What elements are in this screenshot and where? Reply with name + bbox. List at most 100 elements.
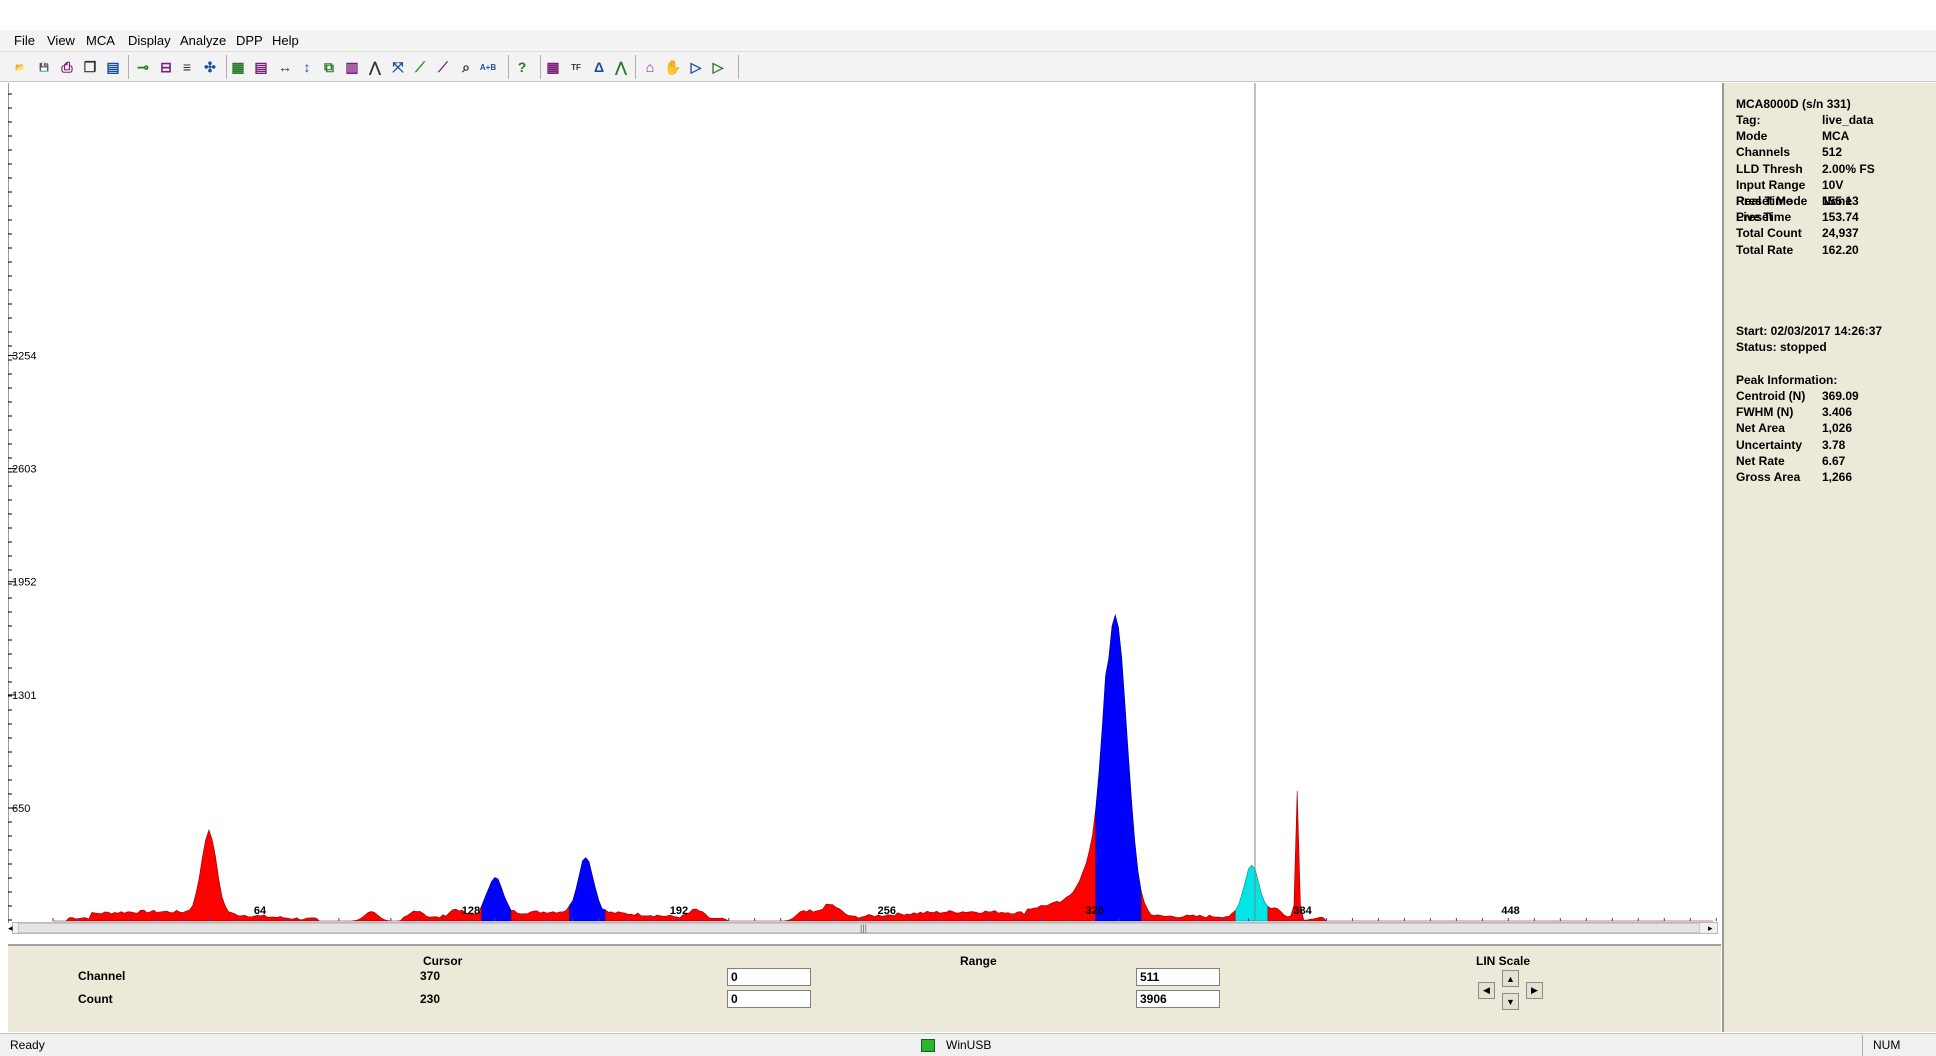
scroll-left-arrow-icon[interactable]: ◂ <box>8 923 13 933</box>
peak-row: Centroid (N) 369.09 <box>1736 389 1859 403</box>
scroll-right-arrow-icon[interactable]: ▸ <box>1708 923 1713 933</box>
delta-icon: Δ <box>593 59 605 75</box>
play-plus-icon: ▷ <box>712 58 724 75</box>
a-plus-b-button[interactable]: A+B <box>477 56 499 78</box>
settings-row: Input Range 10V <box>1736 178 1843 192</box>
spectrum-plot-area[interactable] <box>8 83 1721 923</box>
connect-button[interactable]: ⊸ <box>132 56 154 78</box>
timing-value: 153.74 <box>1822 210 1859 225</box>
scale-left-button[interactable]: ◀ <box>1478 982 1495 999</box>
notes-button[interactable]: ▤ <box>250 56 272 78</box>
spectrum-segment-red <box>1140 891 1236 922</box>
status-button[interactable]: ≡ <box>176 56 198 78</box>
menu-help[interactable]: Help <box>272 33 299 48</box>
settings-key: Input Range <box>1736 177 1806 192</box>
settings-value: 512 <box>1822 145 1843 160</box>
menu-dpp[interactable]: DPP <box>236 33 263 48</box>
x-tick-label: 384 <box>1293 905 1312 917</box>
scale-header: LIN Scale <box>1476 954 1531 968</box>
count-label: Count <box>78 992 113 1006</box>
timing-row: Total Rate 162.20 <box>1736 243 1859 257</box>
home-button[interactable]: ⌂ <box>639 56 661 78</box>
menu-view[interactable]: View <box>47 33 75 48</box>
scrollbar-thumb[interactable] <box>18 923 1700 933</box>
settings-value: live_data <box>1822 113 1874 127</box>
open-button[interactable]: 📂 <box>9 56 31 78</box>
range-channel-low-field[interactable]: 0 <box>727 968 811 986</box>
spectrum-segment-red <box>510 904 570 922</box>
log-plot-icon: ⟋ <box>438 58 448 75</box>
scale-right-button[interactable]: ▶ <box>1526 982 1543 999</box>
print-button[interactable]: ⎙ <box>56 56 78 78</box>
expand-vertical-button[interactable]: ↕ <box>296 56 318 78</box>
cursor-count-value: 230 <box>420 992 441 1006</box>
a-plus-b-icon: A+B <box>479 62 497 72</box>
timing-row: Live Time 153.74 <box>1736 210 1859 224</box>
settings-row: Channels 512 <box>1736 145 1842 159</box>
settings-icon: ✣ <box>204 58 216 75</box>
play-button[interactable]: ▷ <box>685 56 707 78</box>
peaks-icon: ⋀ <box>369 58 381 75</box>
save-button[interactable]: 💾 <box>33 56 55 78</box>
bar-chart-button[interactable]: ▥ <box>341 56 363 78</box>
spectrum-chart[interactable]: 650 1301 1952 2603 3254 64 128 192 256 320 384 448 <box>8 83 1721 923</box>
help-button[interactable]: ? <box>511 56 533 78</box>
menu-analyze[interactable]: Analyze <box>180 33 227 48</box>
log-plot-button[interactable]: ⟋ <box>432 56 454 78</box>
timing-row: Real Time 155.13 <box>1736 194 1859 208</box>
status-icon: ≡ <box>182 59 192 75</box>
cursor-header: Cursor <box>423 954 463 968</box>
play-plus-button[interactable]: ▷ <box>707 56 729 78</box>
peaks-button[interactable]: ⋀ <box>364 56 386 78</box>
settings-key: Channels <box>1736 145 1791 160</box>
range-count-high-field[interactable]: 3906 <box>1136 990 1220 1008</box>
expand-horizontal-button[interactable]: ↔ <box>274 56 296 78</box>
tune-fast-button[interactable]: TF <box>565 56 587 78</box>
line-plot-button[interactable]: ⟋ <box>409 56 431 78</box>
range-count-low-field[interactable]: 0 <box>727 990 811 1008</box>
scale-down-button[interactable]: ▼ <box>1502 993 1519 1010</box>
spectrum-segment-red <box>53 829 483 922</box>
timing-key: Real Time <box>1736 194 1793 208</box>
menu-file[interactable]: File <box>14 33 35 48</box>
disconnect-button[interactable]: ⊟ <box>155 56 177 78</box>
y-tick-label: 3254 <box>12 350 36 362</box>
peak-key: Net Rate <box>1736 453 1785 468</box>
timing-value: 24,937 <box>1822 226 1859 241</box>
grid-icon: ▦ <box>546 58 560 75</box>
toolbar-separator <box>635 55 636 79</box>
zoom-window-button[interactable]: ⧉ <box>318 56 340 78</box>
tag-button[interactable]: ✋ <box>662 56 684 78</box>
timing-value: 162.20 <box>1822 242 1859 257</box>
peak-id-button[interactable]: ⋀ <box>610 56 632 78</box>
delta-button[interactable]: Δ <box>588 56 610 78</box>
cursor-channel-value: 370 <box>420 969 441 983</box>
spectrum-segment-red <box>1267 790 1713 922</box>
peak-value: 369.09 <box>1822 389 1859 403</box>
copy-button[interactable]: ❐ <box>79 56 101 78</box>
menu-mca[interactable]: MCA <box>86 33 115 48</box>
toolbar: 📂 💾 ⎙ ❐ ▤ ⊸ ⊟ ≡ ✣ ▦ ▤ ↔ ↕ ⧉ ▥ ⋀ ⤧ ⟋ ⟋ ⌕ A+B? ▦ TF Δ ⋀ ⌂ ✋ ▷ ▷ <box>0 52 1936 82</box>
color-button[interactable]: ▦ <box>227 56 249 78</box>
print-preview-button[interactable]: ▤ <box>102 56 124 78</box>
spectrum-segment-red <box>604 808 1097 922</box>
autoscale-button[interactable]: ⤧ <box>387 56 409 78</box>
peak-key: Uncertainty <box>1736 437 1803 452</box>
status-num-lock: NUM <box>1873 1038 1901 1052</box>
search-button[interactable]: ⌕ <box>455 56 477 78</box>
menu-bar: File View MCA Display Analyze DPP Help <box>0 30 1936 52</box>
start-time: Start: 02/03/2017 14:26:37 <box>1736 324 1883 338</box>
title-bar-strip <box>0 0 1936 35</box>
settings-row: LLD Thresh 2.00% FS <box>1736 162 1875 176</box>
peak-value: 1,266 <box>1822 470 1853 484</box>
scale-up-button[interactable]: ▲ <box>1502 970 1519 987</box>
settings-value: 2.00% FS <box>1822 161 1875 176</box>
settings-row: Preset <box>1736 210 1822 224</box>
menu-display[interactable]: Display <box>128 33 171 48</box>
open-icon: 📂 <box>15 62 25 72</box>
timing-key: Total Count <box>1736 226 1802 241</box>
settings-button[interactable]: ✣ <box>199 56 221 78</box>
grid-button[interactable]: ▦ <box>542 56 564 78</box>
y-tick-label: 1301 <box>12 690 36 702</box>
range-channel-high-field[interactable]: 511 <box>1136 968 1220 986</box>
